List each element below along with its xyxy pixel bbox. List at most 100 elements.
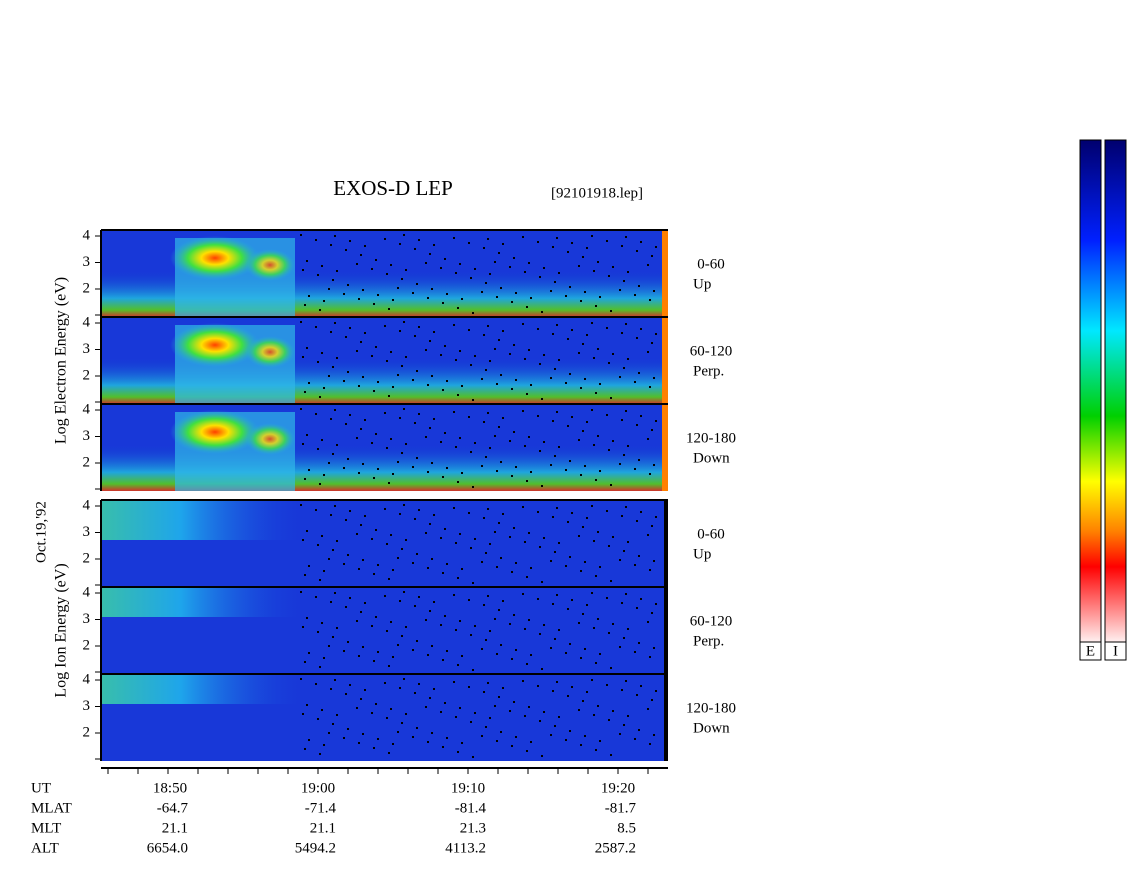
- noise-dot: [623, 280, 625, 282]
- noise-dot: [567, 608, 569, 610]
- noise-dot: [433, 688, 435, 690]
- noise-dot: [593, 627, 595, 629]
- noise-dot: [405, 443, 407, 445]
- noise-dot: [474, 625, 476, 627]
- noise-dot: [634, 651, 636, 653]
- noise-dot: [636, 694, 638, 696]
- noise-dot: [453, 594, 455, 596]
- noise-dot: [474, 268, 476, 270]
- noise-dot: [509, 353, 511, 355]
- noise-dot: [655, 420, 657, 422]
- noise-dot: [358, 742, 360, 744]
- noise-dot: [496, 566, 498, 568]
- noise-dot: [485, 369, 487, 371]
- noise-dot: [336, 627, 338, 629]
- noise-dot: [578, 535, 580, 537]
- noise-dot: [304, 661, 306, 663]
- noise-dot: [405, 626, 407, 628]
- noise-dot: [356, 707, 358, 709]
- noise-dot: [513, 527, 515, 529]
- noise-dot: [500, 557, 502, 559]
- noise-dot: [336, 270, 338, 272]
- noise-dot: [336, 540, 338, 542]
- noise-dot: [412, 649, 414, 651]
- noise-dot: [537, 598, 539, 600]
- noise-dot: [494, 531, 496, 533]
- noise-dot: [360, 428, 362, 430]
- noise-dot: [315, 596, 317, 598]
- noise-dot: [494, 348, 496, 350]
- noise-dot: [412, 736, 414, 738]
- noise-dot: [513, 431, 515, 433]
- noise-dot: [425, 532, 427, 534]
- noise-dot: [636, 520, 638, 522]
- noise-dot: [554, 368, 556, 370]
- noise-dot: [511, 658, 513, 660]
- noise-dot: [364, 515, 366, 517]
- noise-dot: [453, 324, 455, 326]
- noise-dot: [371, 355, 373, 357]
- noise-dot: [405, 269, 407, 271]
- noise-dot: [586, 604, 588, 606]
- noise-dot: [444, 345, 446, 347]
- noise-dot: [472, 312, 474, 314]
- y-tick-label: 2: [83, 637, 91, 653]
- noise-dot: [386, 360, 388, 362]
- noise-dot: [498, 252, 500, 254]
- noise-dot: [565, 382, 567, 384]
- noise-dot: [446, 650, 448, 652]
- noise-dot: [627, 628, 629, 630]
- noise-dot: [528, 532, 530, 534]
- noise-dot: [550, 290, 552, 292]
- noise-dot: [308, 565, 310, 567]
- noise-dot: [472, 756, 474, 758]
- noise-dot: [610, 667, 612, 669]
- noise-dot: [565, 652, 567, 654]
- noise-dot: [649, 386, 651, 388]
- y-tick-label: 2: [83, 454, 91, 470]
- noise-dot: [416, 283, 418, 285]
- noise-dot: [429, 340, 431, 342]
- noise-dot: [582, 256, 584, 258]
- noise-dot: [522, 506, 524, 508]
- noise-dot: [567, 251, 569, 253]
- noise-dot: [470, 634, 472, 636]
- noise-dot: [509, 710, 511, 712]
- noise-dot: [584, 561, 586, 563]
- noise-dot: [584, 378, 586, 380]
- noise-dot: [308, 739, 310, 741]
- noise-dot: [526, 750, 528, 752]
- noise-dot: [537, 241, 539, 243]
- noise-dot: [356, 437, 358, 439]
- noise-dot: [509, 536, 511, 538]
- noise-dot: [655, 246, 657, 248]
- noise-dot: [444, 528, 446, 530]
- noise-dot: [586, 691, 588, 693]
- noise-dot: [638, 459, 640, 461]
- noise-dot: [638, 285, 640, 287]
- row-value: -64.7: [157, 800, 189, 816]
- noise-dot: [332, 549, 334, 551]
- row-value: 21.1: [310, 820, 336, 836]
- noise-dot: [595, 575, 597, 577]
- spectrogram-edge: [664, 587, 668, 674]
- noise-dot: [330, 244, 332, 246]
- noise-dot: [571, 512, 573, 514]
- row-label: MLAT: [31, 800, 72, 816]
- noise-dot: [468, 686, 470, 688]
- noise-dot: [623, 724, 625, 726]
- noise-dot: [541, 485, 543, 487]
- row-label: UT: [31, 780, 51, 796]
- noise-dot: [384, 595, 386, 597]
- y-tick-label: 3: [83, 698, 91, 714]
- noise-dot: [373, 747, 375, 749]
- noise-dot: [498, 339, 500, 341]
- noise-dot: [315, 413, 317, 415]
- noise-dot: [356, 350, 358, 352]
- noise-dot: [494, 261, 496, 263]
- noise-dot: [306, 434, 308, 436]
- noise-dot: [336, 714, 338, 716]
- noise-dot: [401, 548, 403, 550]
- noise-dot: [543, 441, 545, 443]
- noise-dot: [328, 462, 330, 464]
